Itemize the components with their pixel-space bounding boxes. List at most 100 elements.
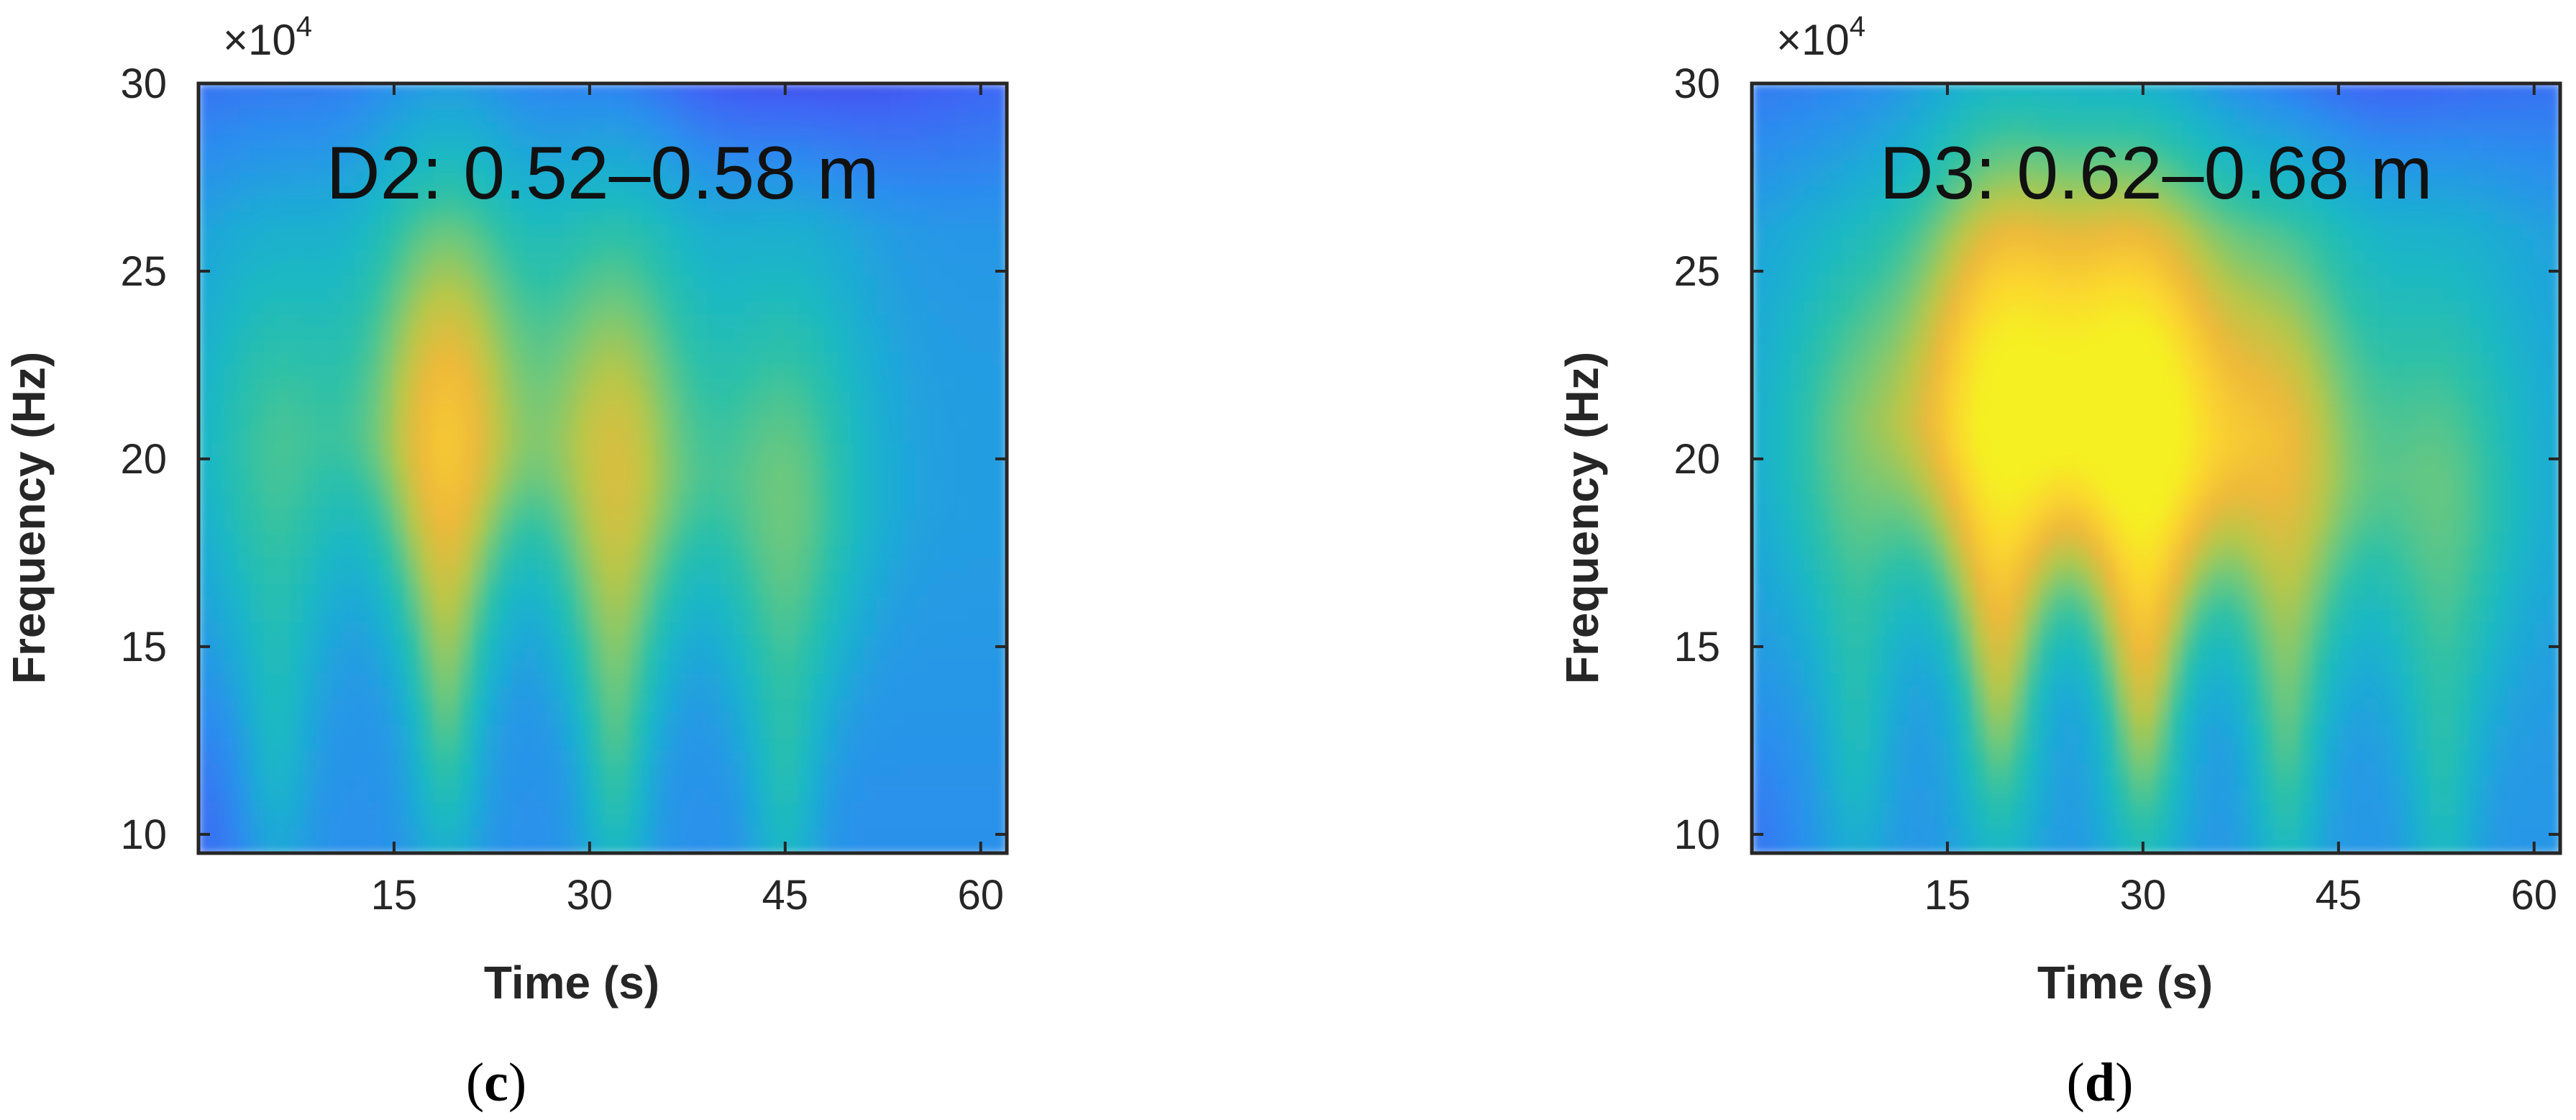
heatmap-cell — [2534, 199, 2548, 213]
heatmap-cell — [355, 737, 369, 752]
heatmap-cell — [1973, 83, 1988, 97]
heatmap-cell — [2508, 173, 2522, 187]
heatmap-cell — [329, 724, 343, 739]
heatmap-cell — [693, 365, 708, 380]
heatmap-cell — [954, 352, 969, 367]
heatmap-cell — [824, 493, 839, 508]
heatmap-cell — [667, 763, 682, 777]
heatmap-cell — [329, 211, 343, 226]
heatmap-cell — [367, 750, 382, 765]
heatmap-cell — [367, 827, 382, 842]
heatmap-cell — [759, 827, 773, 842]
heatmap-cell — [407, 173, 421, 187]
heatmap-cell — [1960, 211, 1975, 226]
heatmap-cell — [2325, 122, 2339, 136]
heatmap-cell — [693, 519, 708, 534]
heatmap-cell — [276, 519, 291, 534]
heatmap-cell — [837, 481, 851, 495]
heatmap-cell — [993, 596, 1007, 611]
heatmap-cell — [433, 327, 447, 341]
heatmap-cell — [654, 416, 669, 431]
heatmap-cell — [393, 660, 408, 675]
heatmap-cell — [1752, 250, 1766, 264]
heatmap-cell — [759, 96, 773, 110]
heatmap-cell — [446, 673, 460, 688]
heatmap-cell — [1895, 263, 1909, 277]
heatmap-cell — [707, 634, 721, 649]
heatmap-cell — [198, 404, 213, 418]
heatmap-cell — [928, 840, 943, 853]
heatmap-cell — [2429, 237, 2444, 251]
heatmap-cell — [967, 224, 982, 238]
heatmap-cell — [798, 801, 813, 816]
heatmap-cell — [263, 686, 278, 700]
heatmap-cell — [811, 391, 826, 405]
heatmap-cell — [759, 314, 773, 328]
heatmap-cell — [720, 352, 734, 367]
heatmap-cell — [289, 455, 304, 469]
heatmap-cell — [342, 468, 356, 482]
heatmap-cell — [2403, 211, 2418, 226]
heatmap-cell — [433, 481, 447, 495]
heatmap-cell — [2365, 327, 2379, 341]
heatmap-cell — [2208, 83, 2222, 97]
heatmap-cell — [420, 301, 434, 315]
heatmap-cell — [720, 532, 734, 546]
heatmap-cell — [524, 801, 539, 816]
heatmap-cell — [1934, 83, 1948, 97]
heatmap-cell — [967, 109, 982, 123]
heatmap-cell — [915, 211, 930, 226]
heatmap-cell — [589, 224, 603, 238]
heatmap-cell — [407, 570, 421, 585]
heatmap-cell — [224, 340, 239, 354]
heatmap-cell — [693, 211, 708, 226]
heatmap-cell — [1804, 83, 1818, 97]
heatmap-cell — [733, 109, 747, 123]
heatmap-cell — [1934, 211, 1948, 226]
heatmap-cell — [993, 557, 1007, 572]
heatmap-cell — [367, 840, 382, 853]
heatmap-cell — [407, 532, 421, 546]
heatmap-cell — [641, 109, 656, 123]
heatmap-cell — [2378, 122, 2392, 136]
heatmap-cell — [2038, 314, 2052, 328]
heatmap-cell — [733, 237, 747, 251]
heatmap-cell — [537, 160, 552, 174]
heatmap-cell — [2455, 135, 2470, 149]
heatmap-cell — [876, 737, 890, 752]
heatmap-cell — [537, 634, 552, 649]
heatmap-cell — [616, 468, 630, 482]
heatmap-cell — [2351, 314, 2366, 328]
heatmap-cell — [2325, 250, 2339, 264]
heatmap-cell — [224, 442, 239, 457]
heatmap-cell — [993, 750, 1007, 765]
heatmap-cell — [2351, 186, 2366, 200]
heatmap-cell — [1830, 122, 1844, 136]
heatmap-cell — [407, 416, 421, 431]
heatmap-cell — [250, 801, 265, 816]
heatmap-cell — [746, 186, 760, 200]
heatmap-cell — [250, 788, 265, 803]
heatmap-cell — [641, 686, 656, 700]
heatmap-cell — [250, 545, 265, 559]
heatmap-cell — [693, 186, 708, 200]
heatmap-cell — [355, 840, 369, 853]
heatmap-cell — [629, 186, 643, 200]
heatmap-cell — [289, 237, 304, 251]
heatmap-cell — [250, 276, 265, 290]
heatmap-cell — [2012, 186, 2027, 200]
heatmap-cell — [811, 532, 826, 546]
heatmap-cell — [733, 481, 747, 495]
heatmap-cell — [316, 404, 330, 418]
heatmap-cell — [485, 276, 499, 290]
heatmap-cell — [537, 506, 552, 521]
heatmap-cell — [380, 391, 395, 405]
heatmap-cell — [2442, 83, 2457, 97]
heatmap-cell — [2482, 160, 2496, 174]
heatmap-cell — [1921, 173, 1935, 187]
heatmap-cell — [329, 340, 343, 354]
heatmap-cell — [1765, 288, 1779, 303]
heatmap-cell — [2378, 109, 2392, 123]
heatmap-cell — [2508, 301, 2522, 315]
heatmap-cell — [733, 506, 747, 521]
